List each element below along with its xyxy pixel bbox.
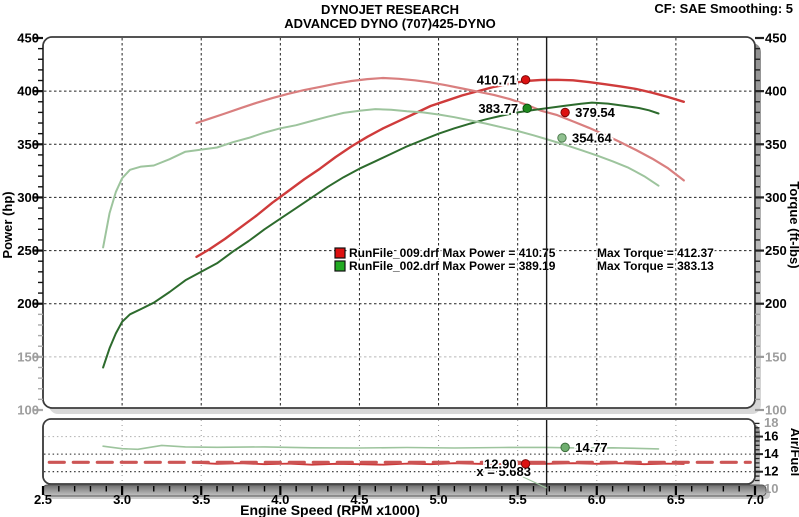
curve-runfile-009-power: [195, 78, 685, 259]
torque-tick-label: 200: [765, 296, 787, 311]
torque-tick-label: 150: [765, 349, 787, 364]
cursor-marker-label: 12.90: [484, 456, 517, 471]
legend: RunFile_009.drf Max Power = 410.75 Max T…: [334, 245, 716, 275]
power-tick-label: 250: [17, 243, 39, 258]
torque-tick-label: 350: [765, 137, 787, 152]
airfuel-axis-label: Air/Fuel: [788, 428, 799, 476]
cursor-marker-dot: [520, 75, 531, 85]
torque-tick-label: 100: [765, 403, 787, 418]
cursor-marker-dot: [522, 103, 532, 114]
torque-tick-label: 300: [765, 190, 787, 205]
airfuel-plot-panel: [42, 418, 756, 485]
rpm-tick-label: 3.0: [113, 492, 131, 507]
correction-smoothing-info: CF: SAE Smoothing: 5: [654, 1, 793, 16]
main-curves: [102, 76, 685, 369]
airfuel-tick-label: 14: [764, 446, 779, 461]
power-tick-label: 350: [17, 137, 39, 152]
cursor-label-pointer-line: [520, 475, 547, 489]
cursor-marker-dot: [560, 107, 570, 118]
xaxis-tick-bar: [42, 484, 767, 497]
cursor-marker-dot: [560, 442, 570, 453]
airfuel-tick-label: 16: [764, 429, 778, 444]
legend-swatch-runfile-002: [334, 260, 346, 272]
cursor-x-value-label: x = 5.683: [476, 464, 531, 479]
airfuel-tick-label: 12: [764, 464, 778, 479]
cursor-value-markers: 410.71 383.77 379.54 354.64 14.77 12.90: [475, 71, 617, 474]
power-tick-label: 400: [17, 84, 39, 99]
rpm-tick-label: 4.5: [350, 492, 368, 507]
rpm-tick-label: 5.0: [430, 492, 448, 507]
cursor-marker-dot: [520, 459, 531, 469]
curve-runfile-009-torque: [195, 76, 685, 182]
airfuel-tick-label: 10: [764, 481, 778, 496]
torque-axis-label: Torque (ft-lbs): [787, 181, 799, 268]
cursor-marker-label: 379.54: [575, 105, 616, 120]
cursor-marker-label: 354.64: [572, 130, 613, 145]
page-title: DYNOJET RESEARCH: [321, 2, 459, 17]
power-tick-label: 150: [17, 349, 39, 364]
main-panel-border: [42, 36, 756, 409]
rpm-tick-label: 2.5: [34, 492, 52, 507]
power-tick-label: 300: [17, 190, 39, 205]
legend-runfile-002-torque: Max Torque = 383.13: [597, 259, 714, 273]
rpm-tick-label: 4.0: [271, 492, 289, 507]
main-gridlines: [44, 38, 754, 407]
rpm-tick-label: 6.5: [667, 492, 685, 507]
rpm-tick-label: 5.5: [509, 492, 527, 507]
power-tick-label: 200: [17, 296, 39, 311]
rpm-tick-label: 7.0: [746, 492, 764, 507]
torque-tick-label: 450: [765, 31, 787, 46]
legend-runfile-009-power: RunFile_009.drf Max Power = 410.75: [349, 246, 556, 260]
curve-runfile-002-power: [102, 101, 660, 369]
legend-runfile-009-torque: Max Torque = 412.37: [597, 246, 714, 260]
curve-runfile-002-torque: [102, 108, 660, 249]
cursor-group: x = 5.683: [475, 37, 548, 495]
cursor-marker-dot: [557, 133, 567, 143]
engine-speed-axis-label: Engine Speed (RPM x1000): [240, 502, 420, 517]
legend-swatch-runfile-009: [334, 247, 346, 259]
airfuel-tick-label: 18: [764, 415, 778, 430]
af-gridlines: [44, 420, 754, 483]
rpm-tick-label: 3.5: [192, 492, 210, 507]
cursor-marker-label: 14.77: [575, 440, 608, 455]
power-axis-label: Power (hp): [0, 191, 15, 258]
torque-tick-label: 250: [765, 243, 787, 258]
tick-labels: 100 100 150 150 200 200 250 250 300 300 350 350 400 4…: [17, 31, 786, 508]
page-subtitle: ADVANCED DYNO (707)425-DYNO: [284, 16, 495, 31]
cursor-marker-label: 383.77: [478, 101, 518, 116]
torque-tick-label: 400: [765, 84, 787, 99]
yaxis-ticks: [34, 36, 764, 482]
af-panel-border: [42, 418, 756, 485]
cursor-marker-label: 410.71: [477, 72, 517, 87]
xaxis-ticks: [41, 486, 757, 495]
rpm-tick-label: 6.0: [588, 492, 606, 507]
legend-runfile-002-power: RunFile_002.drf Max Power = 389.19: [349, 259, 556, 273]
power-tick-label: 450: [17, 31, 39, 46]
power-tick-label: 100: [17, 403, 39, 418]
